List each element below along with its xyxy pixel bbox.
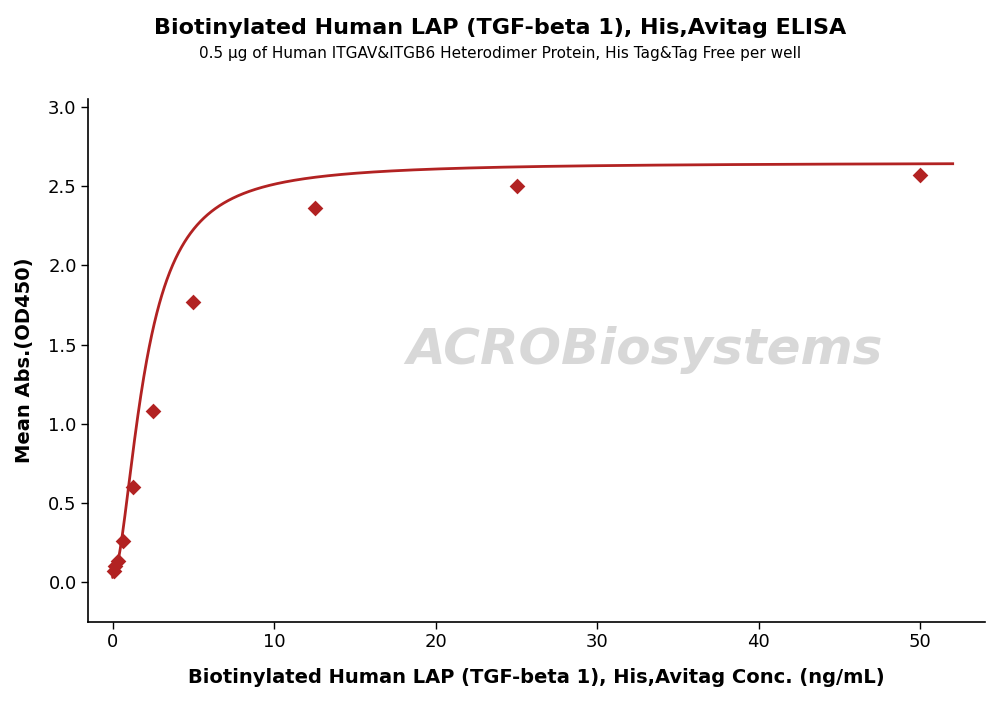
X-axis label: Biotinylated Human LAP (TGF-beta 1), His,Avitag Conc. (ng/mL): Biotinylated Human LAP (TGF-beta 1), His… [188, 668, 885, 687]
Point [110, 556, 126, 567]
Point [125, 482, 141, 493]
Point [307, 203, 323, 214]
Point [509, 180, 525, 192]
Point [107, 560, 123, 571]
Point [115, 535, 131, 546]
Text: 0.5 μg of Human ITGAV&ITGB6 Heterodimer Protein, His Tag&Tag Free per well: 0.5 μg of Human ITGAV&ITGB6 Heterodimer … [199, 46, 801, 60]
Text: Biotinylated Human LAP (TGF-beta 1), His,Avitag ELISA: Biotinylated Human LAP (TGF-beta 1), His… [154, 18, 846, 37]
Point [185, 296, 201, 307]
Point [106, 565, 122, 576]
Point [145, 406, 161, 417]
Y-axis label: Mean Abs.(OD450): Mean Abs.(OD450) [15, 258, 34, 463]
Text: ACROBiosystems: ACROBiosystems [406, 326, 882, 374]
Point [912, 170, 928, 181]
